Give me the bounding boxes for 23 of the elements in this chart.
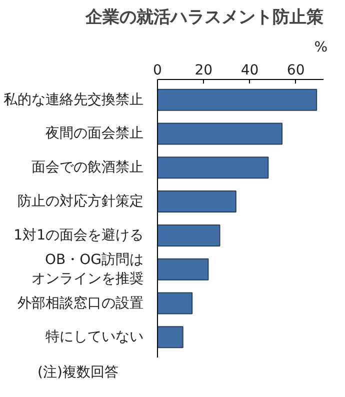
x-tick-label: 40 (240, 62, 259, 78)
bar (158, 122, 282, 145)
x-tick-label: 0 (153, 62, 162, 78)
chart-title: 企業の就活ハラスメント防止策 (84, 8, 324, 28)
bar (158, 326, 184, 348)
bar (158, 156, 269, 179)
text: (注)複数回答 (38, 364, 118, 380)
y-tick-label: 面会での飲酒禁止 (32, 160, 144, 176)
bar (158, 224, 220, 246)
bar (158, 88, 318, 111)
x-tick-label: 20 (194, 62, 213, 78)
y-tick-label: 特にしていない (46, 329, 144, 346)
bar (158, 258, 209, 280)
bar (158, 190, 236, 213)
bar (158, 292, 193, 314)
x-tick-label: 60 (286, 62, 305, 78)
y-tick-label: 防止の対応方針策定 (18, 194, 144, 210)
y-tick-label: 夜間の面会禁止 (46, 126, 144, 142)
y-tick-label: 1対1の面会を避ける (14, 227, 144, 244)
y-tick-label: 外部相談窓口の設置 (18, 295, 144, 312)
y-tick-label: 私的な連絡先交換禁止 (4, 92, 144, 108)
y-tick-label: OB・OG訪問はオンラインを推奨 (32, 252, 144, 287)
x-axis-title: % (314, 40, 328, 56)
